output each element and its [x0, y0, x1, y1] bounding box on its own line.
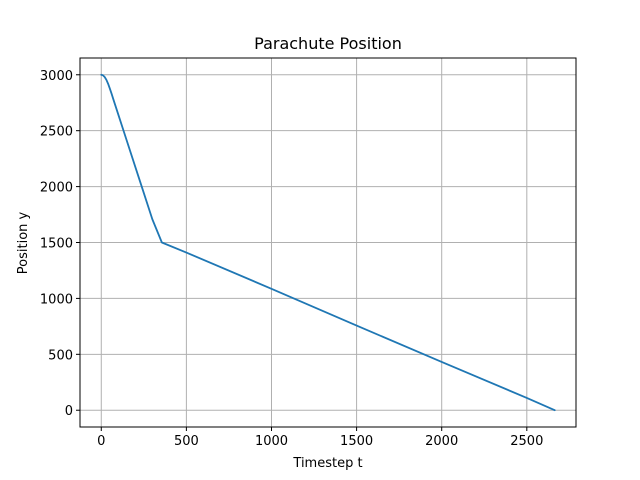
x-tick-label: 2500: [510, 434, 543, 449]
y-tick-label: 2000: [40, 181, 73, 196]
grid-lines: [80, 58, 576, 427]
x-tick-label: 0: [97, 434, 105, 449]
y-axis-label: Position y: [16, 211, 31, 274]
x-tick-label: 1500: [340, 434, 373, 449]
y-tick-label: 1000: [40, 292, 73, 307]
series-line: [100, 73, 556, 412]
y-tick-label: 1500: [40, 237, 73, 252]
x-tick-label: 500: [174, 434, 199, 449]
x-axis-label: Timestep t: [292, 456, 362, 471]
axis-ticks: 0 500 1000 1500 2000 2500 0 500 1000 1500 2000 2500…: [40, 69, 543, 449]
y-tick-label: 3000: [40, 69, 73, 84]
y-tick-label: 2500: [40, 125, 73, 140]
x-tick-label: 2000: [425, 434, 458, 449]
chart-title: Parachute Position: [254, 34, 402, 53]
y-tick-label: 0: [65, 404, 73, 419]
x-tick-label: 1000: [255, 434, 288, 449]
series-group: [100, 73, 556, 412]
y-tick-label: 500: [48, 348, 73, 363]
